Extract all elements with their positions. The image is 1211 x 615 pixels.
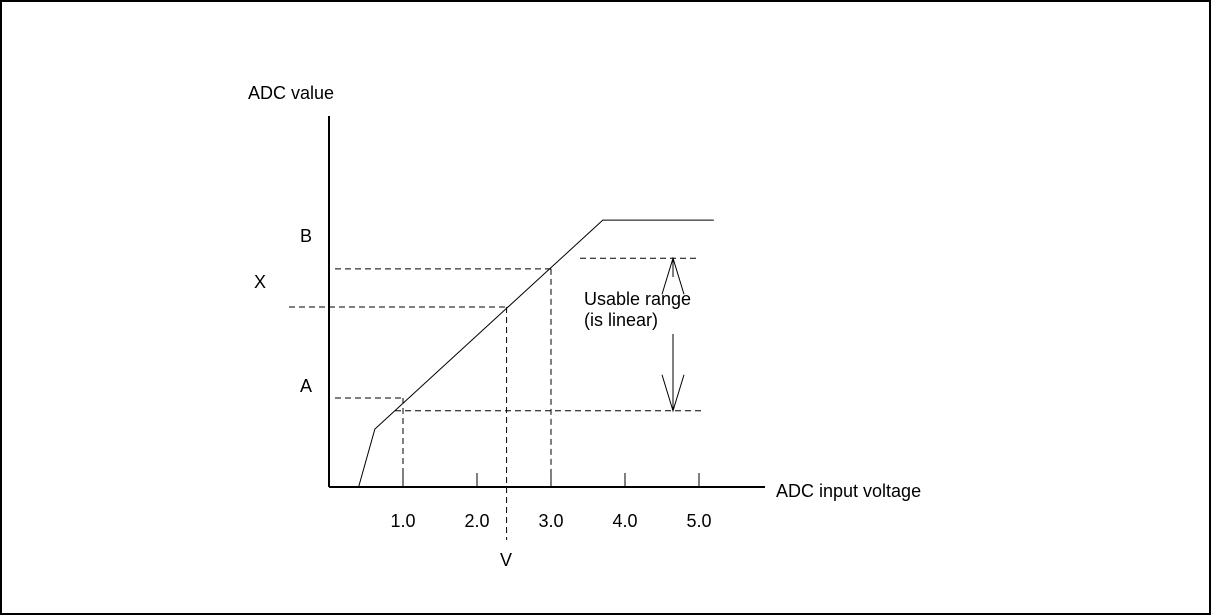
marker-label-v: V	[500, 550, 512, 570]
usable-range-arrows	[661, 256, 685, 413]
axes	[328, 116, 765, 488]
adc-transfer-curve	[358, 219, 714, 488]
annotation-line-2: (is linear)	[584, 310, 658, 330]
x-tick-label: 4.0	[612, 511, 637, 531]
x-tick-label: 3.0	[538, 511, 563, 531]
arrow-up-head	[661, 256, 685, 295]
x-ticks: 1.0 2.0 3.0 4.0 5.0	[390, 473, 712, 531]
marker-label-b: B	[300, 226, 312, 246]
series-group	[358, 219, 714, 488]
guide-lines	[289, 257, 705, 540]
marker-label-x: X	[254, 272, 266, 292]
marker-label-a: A	[300, 376, 312, 396]
x-tick-label: 2.0	[464, 511, 489, 531]
annotation-line-1: Usable range	[584, 289, 691, 309]
y-axis-label: ADC value	[248, 83, 334, 103]
arrow-down-head	[661, 374, 685, 413]
x-tick-label: 1.0	[390, 511, 415, 531]
x-tick-label: 5.0	[686, 511, 711, 531]
x-axis-label: ADC input voltage	[776, 481, 921, 501]
